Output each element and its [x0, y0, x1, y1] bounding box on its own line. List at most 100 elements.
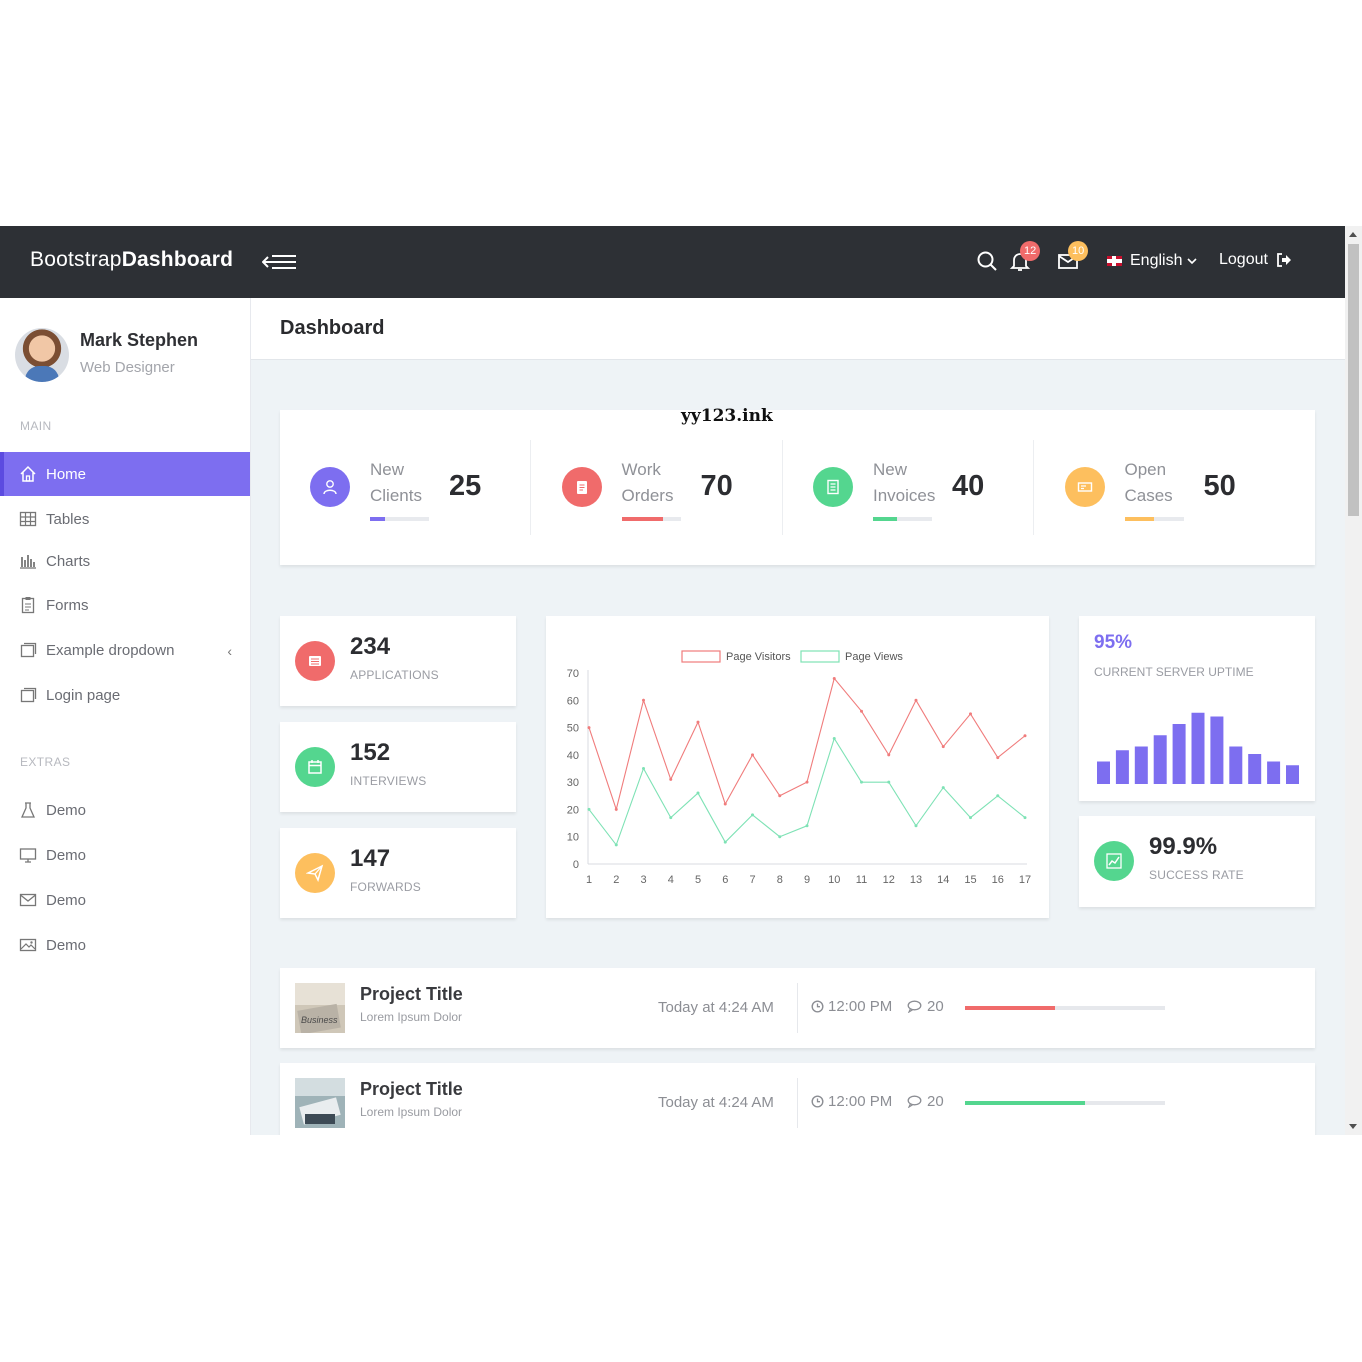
uptime-bar: [1172, 724, 1186, 784]
project-row[interactable]: Business Project Title Lorem Ipsum Dolor…: [280, 968, 1315, 1048]
browser-viewport: BootstrapDashboard 12 10: [0, 226, 1362, 1135]
data-point: [669, 777, 673, 781]
data-point: [914, 698, 918, 702]
x-tick-label: 15: [964, 874, 976, 886]
project-progress: [965, 1101, 1165, 1105]
legend-label: Page Views: [845, 651, 903, 663]
project-subtitle: Lorem Ipsum Dolor: [360, 1105, 463, 1119]
project-row[interactable]: Project Title Lorem Ipsum Dolor Today at…: [280, 1063, 1315, 1135]
success-rate-value: 99.9%: [1149, 833, 1218, 860]
uptime-card: 95% CURRENT SERVER UPTIME: [1079, 616, 1315, 801]
project-date: Today at 4:24 AM: [658, 999, 774, 1016]
trend-chart-icon: [1094, 841, 1134, 881]
invoice-icon: [813, 467, 853, 507]
sidebar-item-label: Login page: [46, 686, 121, 704]
grid-icon: [19, 511, 37, 527]
messages-badge: 10: [1068, 241, 1089, 261]
success-rate-card: 99.9% SUCCESS RATE: [1079, 816, 1315, 907]
brand-light-text: Bootstrap: [30, 248, 122, 271]
stat-progress-fill: [1124, 517, 1154, 521]
uptime-bar: [1134, 746, 1148, 784]
sidebar-item-label: Demo: [46, 891, 87, 909]
x-tick-label: 16: [992, 874, 1004, 886]
x-tick-label: 4: [668, 874, 674, 886]
divider: [797, 983, 798, 1033]
legend-label: Page Visitors: [726, 651, 791, 663]
data-point: [614, 807, 618, 811]
forwards-label: FORWARDS: [350, 880, 421, 894]
success-rate-label: SUCCESS RATE: [1149, 868, 1244, 882]
sidebar-item-tables[interactable]: Tables: [0, 497, 250, 541]
sidebar-item-label: Tables: [46, 510, 90, 528]
stat-item: New Invoices 40: [783, 440, 1034, 535]
sidebar-item-demo[interactable]: Demo: [0, 923, 250, 967]
uptime-bar: [1097, 761, 1110, 784]
scrollbar-thumb[interactable]: [1348, 244, 1359, 516]
sidebar-item-demo[interactable]: Demo: [0, 788, 250, 832]
sidebar-item-home[interactable]: Home: [0, 452, 250, 496]
language-dropdown[interactable]: English: [1107, 252, 1198, 270]
scroll-up-arrow-icon[interactable]: [1349, 232, 1357, 237]
avatar: [15, 328, 69, 382]
x-tick-label: 8: [777, 874, 783, 886]
project-comments: 20: [907, 1093, 944, 1110]
y-tick-label: 0: [573, 859, 579, 871]
clock-icon: [811, 1095, 824, 1108]
list-icon: [295, 641, 335, 681]
data-point: [887, 780, 891, 784]
section-label-main: MAIN: [20, 419, 52, 433]
data-point: [751, 753, 754, 757]
legend-swatch: [681, 650, 721, 663]
sidebar-item-label: Demo: [46, 801, 87, 819]
stat-label: Open Cases: [1124, 460, 1173, 505]
uptime-bar: [1248, 754, 1262, 784]
flask-icon: [20, 802, 36, 818]
data-point: [642, 767, 645, 770]
divider: [530, 440, 531, 535]
calendar-icon: [295, 747, 335, 787]
sidebar-item-demo[interactable]: Demo: [0, 878, 250, 922]
project-comments-count: 20: [927, 1093, 944, 1110]
forwards-card: 147 FORWARDS: [280, 828, 516, 918]
x-tick-label: 9: [804, 874, 810, 886]
y-tick-label: 50: [567, 723, 579, 735]
data-point: [860, 780, 863, 784]
user-icon: [310, 467, 350, 507]
series-line: [588, 737, 1026, 847]
data-point: [723, 802, 727, 806]
stat-progress-fill: [370, 517, 385, 521]
logout-link[interactable]: Logout: [1219, 251, 1292, 269]
notifications-button[interactable]: 12: [1008, 241, 1041, 273]
uptime-bar: [1210, 716, 1224, 784]
sidebar-item-demo[interactable]: Demo: [0, 833, 250, 877]
stat-label: Work Orders: [621, 460, 674, 505]
ticket-icon: [1064, 467, 1105, 507]
forwards-value: 147: [350, 845, 391, 872]
search-icon[interactable]: [975, 249, 999, 273]
x-tick-label: 5: [695, 874, 701, 886]
x-tick-label: 11: [856, 874, 867, 886]
clipboard-icon: [21, 597, 35, 614]
stat-progress: [873, 517, 932, 521]
sidebar-item-charts[interactable]: Charts: [0, 539, 250, 583]
scrollbar[interactable]: [1345, 226, 1362, 1135]
x-tick-label: 7: [749, 874, 755, 886]
chevron-left-icon: ‹: [227, 643, 232, 659]
y-tick-label: 60: [567, 695, 579, 707]
x-tick-label: 6: [722, 874, 728, 886]
section-label-extras: EXTRAS: [20, 755, 71, 769]
stat-label: New Clients: [370, 460, 422, 505]
messages-button[interactable]: 10: [1056, 241, 1089, 273]
project-time: 12:00 PM: [811, 998, 892, 1015]
x-tick-label: 1: [586, 874, 592, 886]
sidebar-item-example-dropdown[interactable]: Example dropdown ‹: [0, 628, 250, 672]
y-tick-label: 40: [567, 750, 579, 762]
scroll-down-arrow-icon[interactable]: [1349, 1124, 1357, 1129]
sidebar-item-forms[interactable]: Forms: [0, 583, 250, 627]
project-time-text: 12:00 PM: [828, 1093, 893, 1110]
brand-logo[interactable]: BootstrapDashboard: [30, 248, 233, 272]
main-content: Dashboard New Clients 25 Work Orders 70 New Inv…: [251, 298, 1345, 1135]
sidebar-item-login-page[interactable]: Login page: [0, 673, 250, 717]
menu-toggle-icon[interactable]: [262, 252, 298, 272]
